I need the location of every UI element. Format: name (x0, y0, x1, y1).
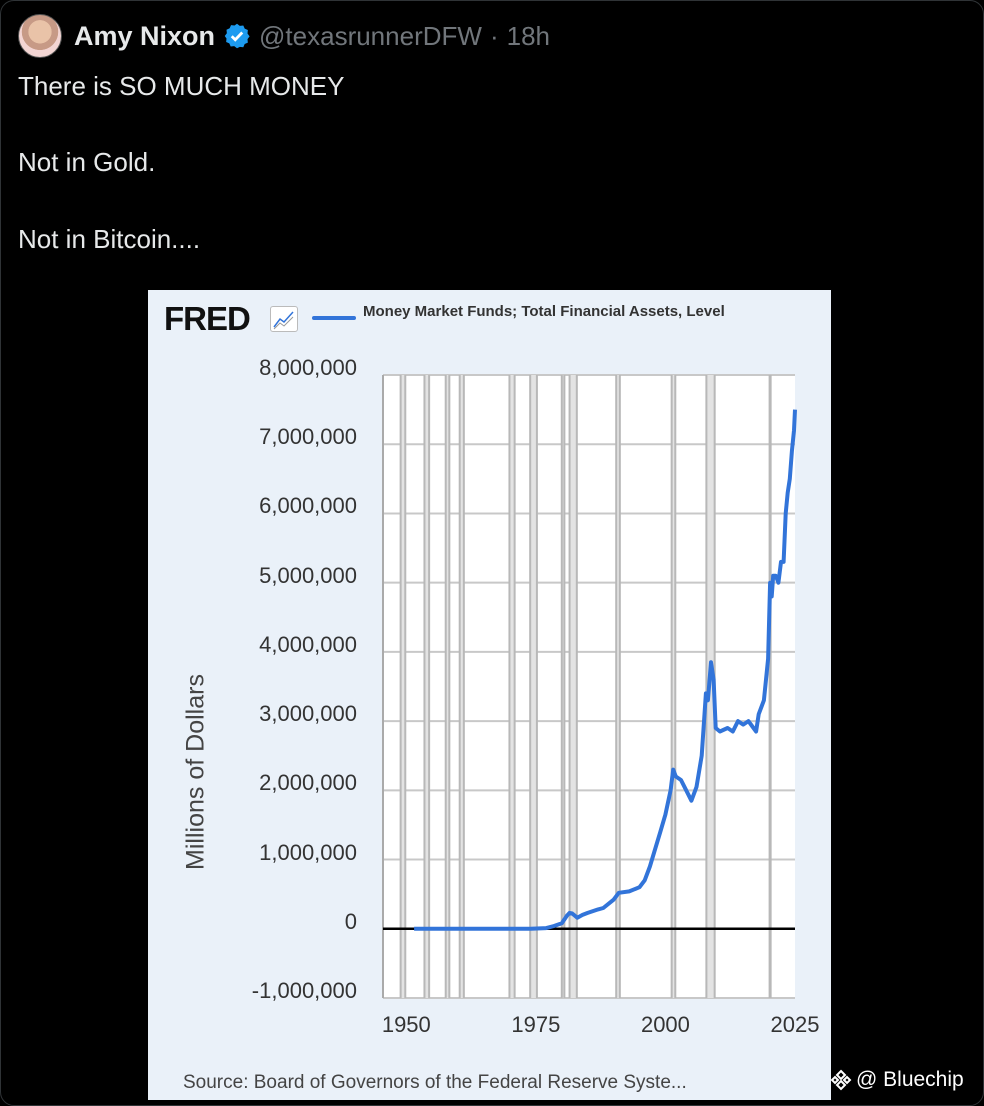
author-name[interactable]: Amy Nixon (74, 20, 216, 51)
series-line (414, 409, 797, 931)
legend-swatch (312, 316, 356, 320)
y-tick-label: -1,000,000 (251, 978, 357, 1003)
x-tick-label: 1950 (381, 1012, 431, 1037)
recession-band (569, 375, 577, 998)
binance-diamond-icon (830, 1069, 852, 1091)
avatar[interactable] (18, 14, 62, 58)
y-tick-label: 6,000,000 (259, 493, 357, 519)
recession-band (424, 375, 430, 998)
y-tick-label: 4,000,000 (259, 631, 357, 657)
plot-background (383, 375, 795, 998)
fred-chart-image[interactable]: FRED Money Market Funds; Total Financial… (148, 290, 831, 1100)
tweet-text-line: Not in Bitcoin.... (18, 224, 201, 254)
recession-band (671, 375, 676, 998)
tweet-text-line: Not in Gold. (18, 147, 156, 177)
y-tick-label: 1,000,000 (259, 839, 357, 865)
author-handle[interactable]: @texasrunnerDFW (259, 20, 482, 51)
recession-band (616, 375, 620, 998)
x-tick-label: 1975 (511, 1012, 561, 1037)
separator: · (489, 20, 499, 51)
x-tick-label: 2000 (640, 1012, 690, 1037)
recession-band (445, 375, 450, 998)
fred-chart-icon (270, 306, 298, 332)
tweet-header: Amy Nixon @texasrunnerDFW · 18h (18, 14, 550, 58)
y-tick-label: 5,000,000 (259, 562, 357, 588)
recession-band (509, 375, 515, 998)
recession-band (530, 375, 537, 998)
y-tick-label: 0 (344, 908, 357, 934)
watermark: @ Bluechip (830, 1068, 964, 1092)
recession-band (561, 375, 565, 998)
plot-area (382, 374, 797, 999)
y-tick-label: 2,000,000 (259, 770, 357, 796)
y-tick-label: 3,000,000 (259, 701, 357, 727)
y-tick-label: 7,000,000 (259, 424, 357, 450)
verified-badge-icon (224, 23, 250, 49)
recession-band (400, 375, 406, 998)
x-tick-label: 2025 (770, 1012, 820, 1037)
y-tick-label: 8,000,000 (259, 355, 357, 380)
fred-logo: FRED (164, 300, 251, 337)
recession-band (459, 375, 464, 998)
legend-label: Money Market Funds; Total Financial Asse… (363, 303, 725, 320)
tweet-text-line: There is SO MUCH MONEY (18, 71, 345, 101)
watermark-text: @ Bluechip (856, 1068, 964, 1091)
timestamp[interactable]: 18h (506, 20, 550, 51)
chart-source: Source: Board of Governors of the Federa… (183, 1072, 687, 1093)
